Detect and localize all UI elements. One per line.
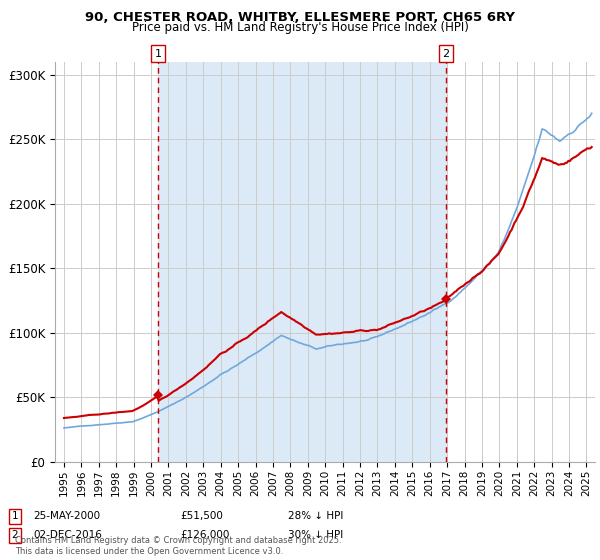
Text: 1: 1 [11, 511, 19, 521]
Text: £126,000: £126,000 [180, 530, 229, 540]
Text: 25-MAY-2000: 25-MAY-2000 [33, 511, 100, 521]
Text: 28% ↓ HPI: 28% ↓ HPI [288, 511, 343, 521]
Text: 90, CHESTER ROAD, WHITBY, ELLESMERE PORT, CH65 6RY: 90, CHESTER ROAD, WHITBY, ELLESMERE PORT… [85, 11, 515, 24]
Text: Price paid vs. HM Land Registry's House Price Index (HPI): Price paid vs. HM Land Registry's House … [131, 21, 469, 34]
Text: 2: 2 [442, 49, 449, 59]
Text: 1: 1 [154, 49, 161, 59]
Text: 30% ↓ HPI: 30% ↓ HPI [288, 530, 343, 540]
Text: Contains HM Land Registry data © Crown copyright and database right 2025.
This d: Contains HM Land Registry data © Crown c… [15, 536, 341, 556]
Bar [158, 62, 446, 462]
Text: £51,500: £51,500 [180, 511, 223, 521]
Text: 02-DEC-2016: 02-DEC-2016 [33, 530, 102, 540]
Text: 2: 2 [11, 530, 19, 540]
